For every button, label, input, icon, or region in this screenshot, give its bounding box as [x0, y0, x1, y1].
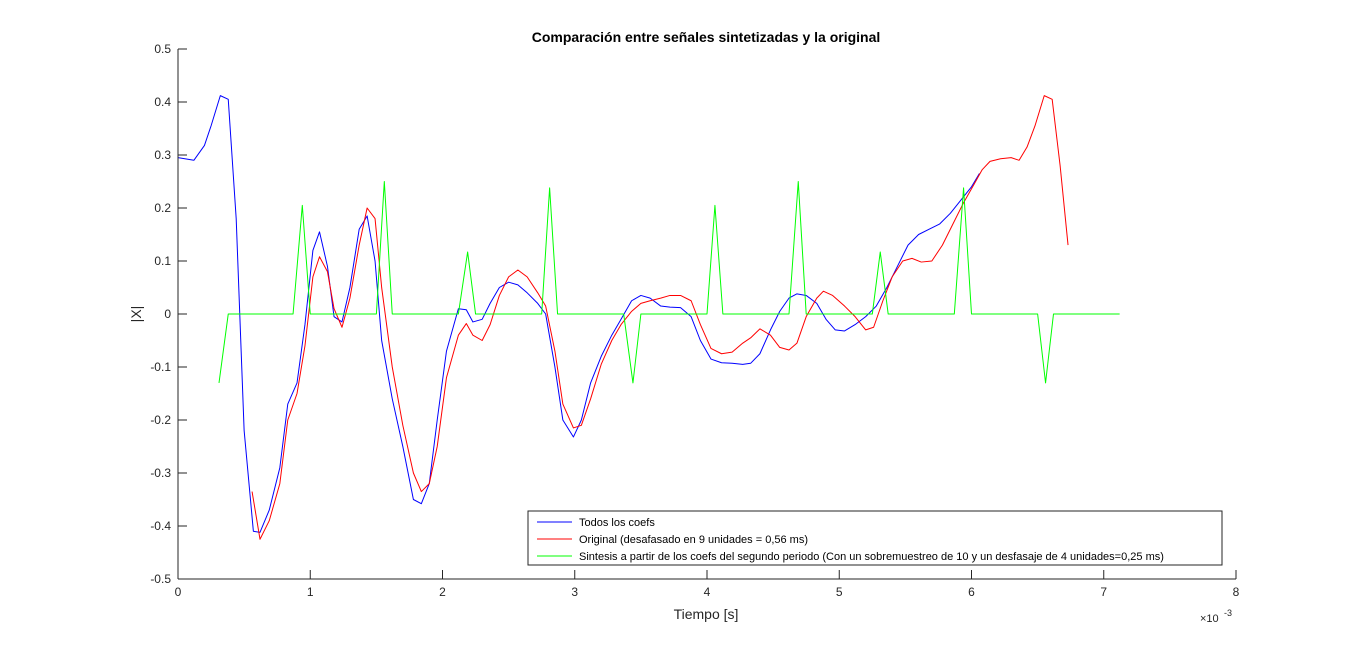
y-tick-label: 0.5 [154, 42, 171, 56]
y-tick-label: -0.3 [150, 466, 171, 480]
legend-entry: Sintesis a partir de los coefs del segun… [579, 551, 1164, 563]
y-axis-label: |X| [128, 306, 144, 323]
y-tick-label: 0.1 [154, 254, 171, 268]
x-exponent-base: ×10 [1200, 613, 1219, 625]
x-tick-label: 5 [836, 585, 843, 599]
y-tick-label: -0.2 [150, 413, 171, 427]
legend-box [527, 510, 1223, 566]
x-tick-label: 7 [1100, 585, 1107, 599]
x-tick-label: 6 [968, 585, 975, 599]
x-tick-label: 0 [175, 585, 182, 599]
plot-area [177, 95, 1120, 540]
y-tick-label: 0.2 [154, 201, 171, 215]
legend-entry: Todos los coefs [579, 517, 655, 529]
series-line-1 [177, 95, 980, 533]
series-line-2 [251, 95, 1069, 540]
x-tick-label: 3 [571, 585, 578, 599]
x-tick-label: 8 [1233, 585, 1240, 599]
x-tick-label: 2 [439, 585, 446, 599]
y-tick-label: -0.1 [150, 360, 171, 374]
x-exponent: ×10 -3 [1200, 608, 1232, 625]
x-tick-label: 1 [307, 585, 314, 599]
chart-title: Comparación entre señales sintetizadas y… [532, 29, 881, 45]
x-tick-label: 4 [704, 585, 711, 599]
y-tick-label: 0 [164, 307, 171, 321]
legend-entry: Original (desafasado en 9 unidades = 0,5… [579, 534, 808, 546]
y-tick-label: 0.4 [154, 95, 171, 109]
y-tick-label: 0.3 [154, 148, 171, 162]
x-exponent-power: -3 [1224, 608, 1232, 618]
axes: 0 1 2 3 4 5 6 7 8 0.5 0.4 0.3 0.2 0.1 0 -0.1 -0.2 -0.3 -0.… [150, 42, 1239, 599]
y-tick-label: -0.4 [150, 519, 171, 533]
series-line-3 [218, 181, 1120, 384]
x-axis-label: Tiempo [s] [674, 606, 739, 622]
y-tick-label: -0.5 [150, 572, 171, 586]
legend: Todos los coefs Original (desafasado en 9… [527, 510, 1223, 566]
